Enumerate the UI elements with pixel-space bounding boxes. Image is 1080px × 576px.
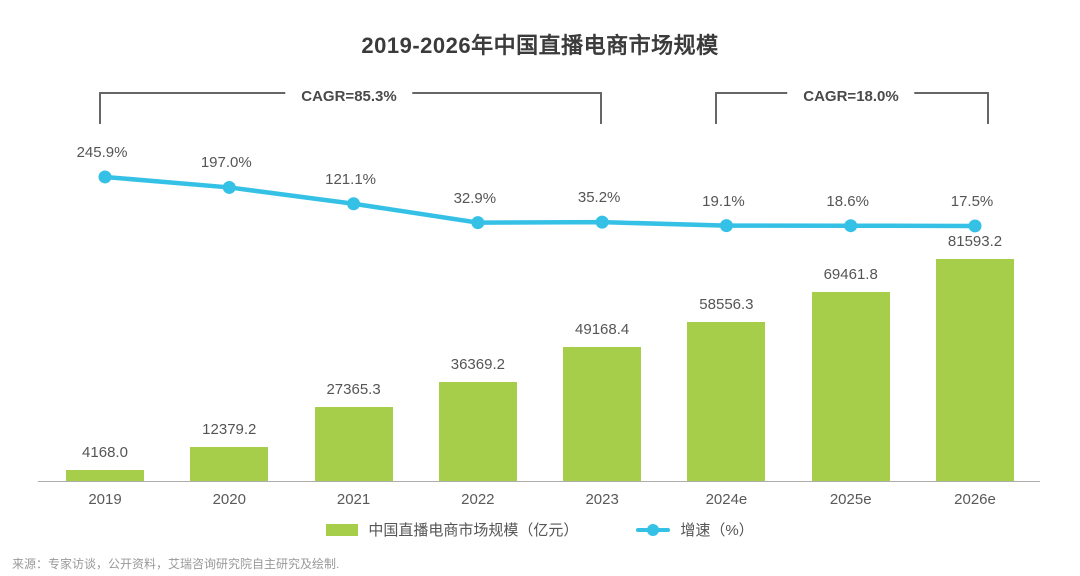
growth-point-2022	[471, 216, 485, 230]
growth-point-2020	[222, 180, 236, 194]
x-axis-label-2021: 2021	[336, 491, 371, 508]
legend-bar-label: 中国直播电商市场规模（亿元）	[368, 522, 579, 539]
legend-line-dot	[647, 523, 660, 536]
bar-value-label: 27365.3	[326, 380, 381, 398]
bar-2020	[190, 447, 269, 481]
legend-line-label: 增速（%）	[680, 522, 754, 539]
bar-value-label: 49168.4	[575, 321, 630, 339]
x-axis-label-2022: 2022	[461, 491, 495, 508]
legend: 中国直播电商市场规模（亿元） 增速（%）	[0, 519, 1080, 540]
bar-2021	[314, 406, 393, 481]
bar-value-label: 81593.2	[947, 233, 1003, 250]
chart-title: 2019-2026年中国直播电商市场规模	[361, 33, 719, 58]
growth-rate-label: 32.9%	[453, 189, 497, 207]
legend-bar-swatch	[326, 523, 359, 536]
legend-line-swatch	[636, 523, 671, 536]
bar-value-label: 58556.3	[699, 295, 754, 313]
bar-2025e	[811, 292, 890, 481]
growth-point-2024e	[719, 219, 733, 233]
x-axis-label-2026e: 2026e	[954, 491, 996, 508]
bar-value-label: 36369.2	[450, 356, 505, 374]
cagr-right-label: CAGR=18.0%	[787, 87, 915, 107]
source-note: 来源：专家访谈，公开资料，艾瑞咨询研究院自主研究及绘制.	[12, 557, 340, 571]
bar-value-label: 69461.8	[823, 266, 878, 283]
bar-2024e	[687, 321, 766, 481]
growth-point-2025e	[844, 219, 858, 233]
bar-value-label: 12379.2	[202, 421, 257, 439]
growth-point-2026e	[968, 219, 982, 233]
x-axis-line	[38, 481, 1040, 482]
x-axis-label-2020: 2020	[212, 491, 246, 508]
bar-2019	[66, 469, 144, 481]
bar-2023	[563, 347, 642, 481]
x-axis-label-2019: 2019	[88, 491, 122, 508]
growth-rate-label: 121.1%	[325, 170, 376, 188]
bar-value-label: 4168.0	[82, 443, 128, 461]
growth-rate-label: 197.0%	[200, 154, 252, 172]
bar-2026e	[936, 259, 1014, 481]
growth-rate-label: 18.6%	[826, 192, 869, 210]
bar-2022	[438, 382, 517, 481]
growth-rate-label: 245.9%	[76, 143, 128, 161]
cagr-left-label: CAGR=85.3%	[285, 87, 413, 107]
x-axis-label-2023: 2023	[585, 491, 619, 508]
growth-point-2023	[595, 215, 609, 229]
x-axis-label-2025e: 2025e	[829, 491, 872, 508]
growth-rate-label: 17.5%	[950, 192, 994, 210]
growth-rate-label: 35.2%	[577, 189, 621, 207]
growth-point-2019	[98, 170, 112, 184]
growth-point-2021	[347, 197, 361, 211]
x-axis-label-2024e: 2024e	[705, 491, 748, 508]
growth-rate-label: 19.1%	[702, 192, 745, 210]
